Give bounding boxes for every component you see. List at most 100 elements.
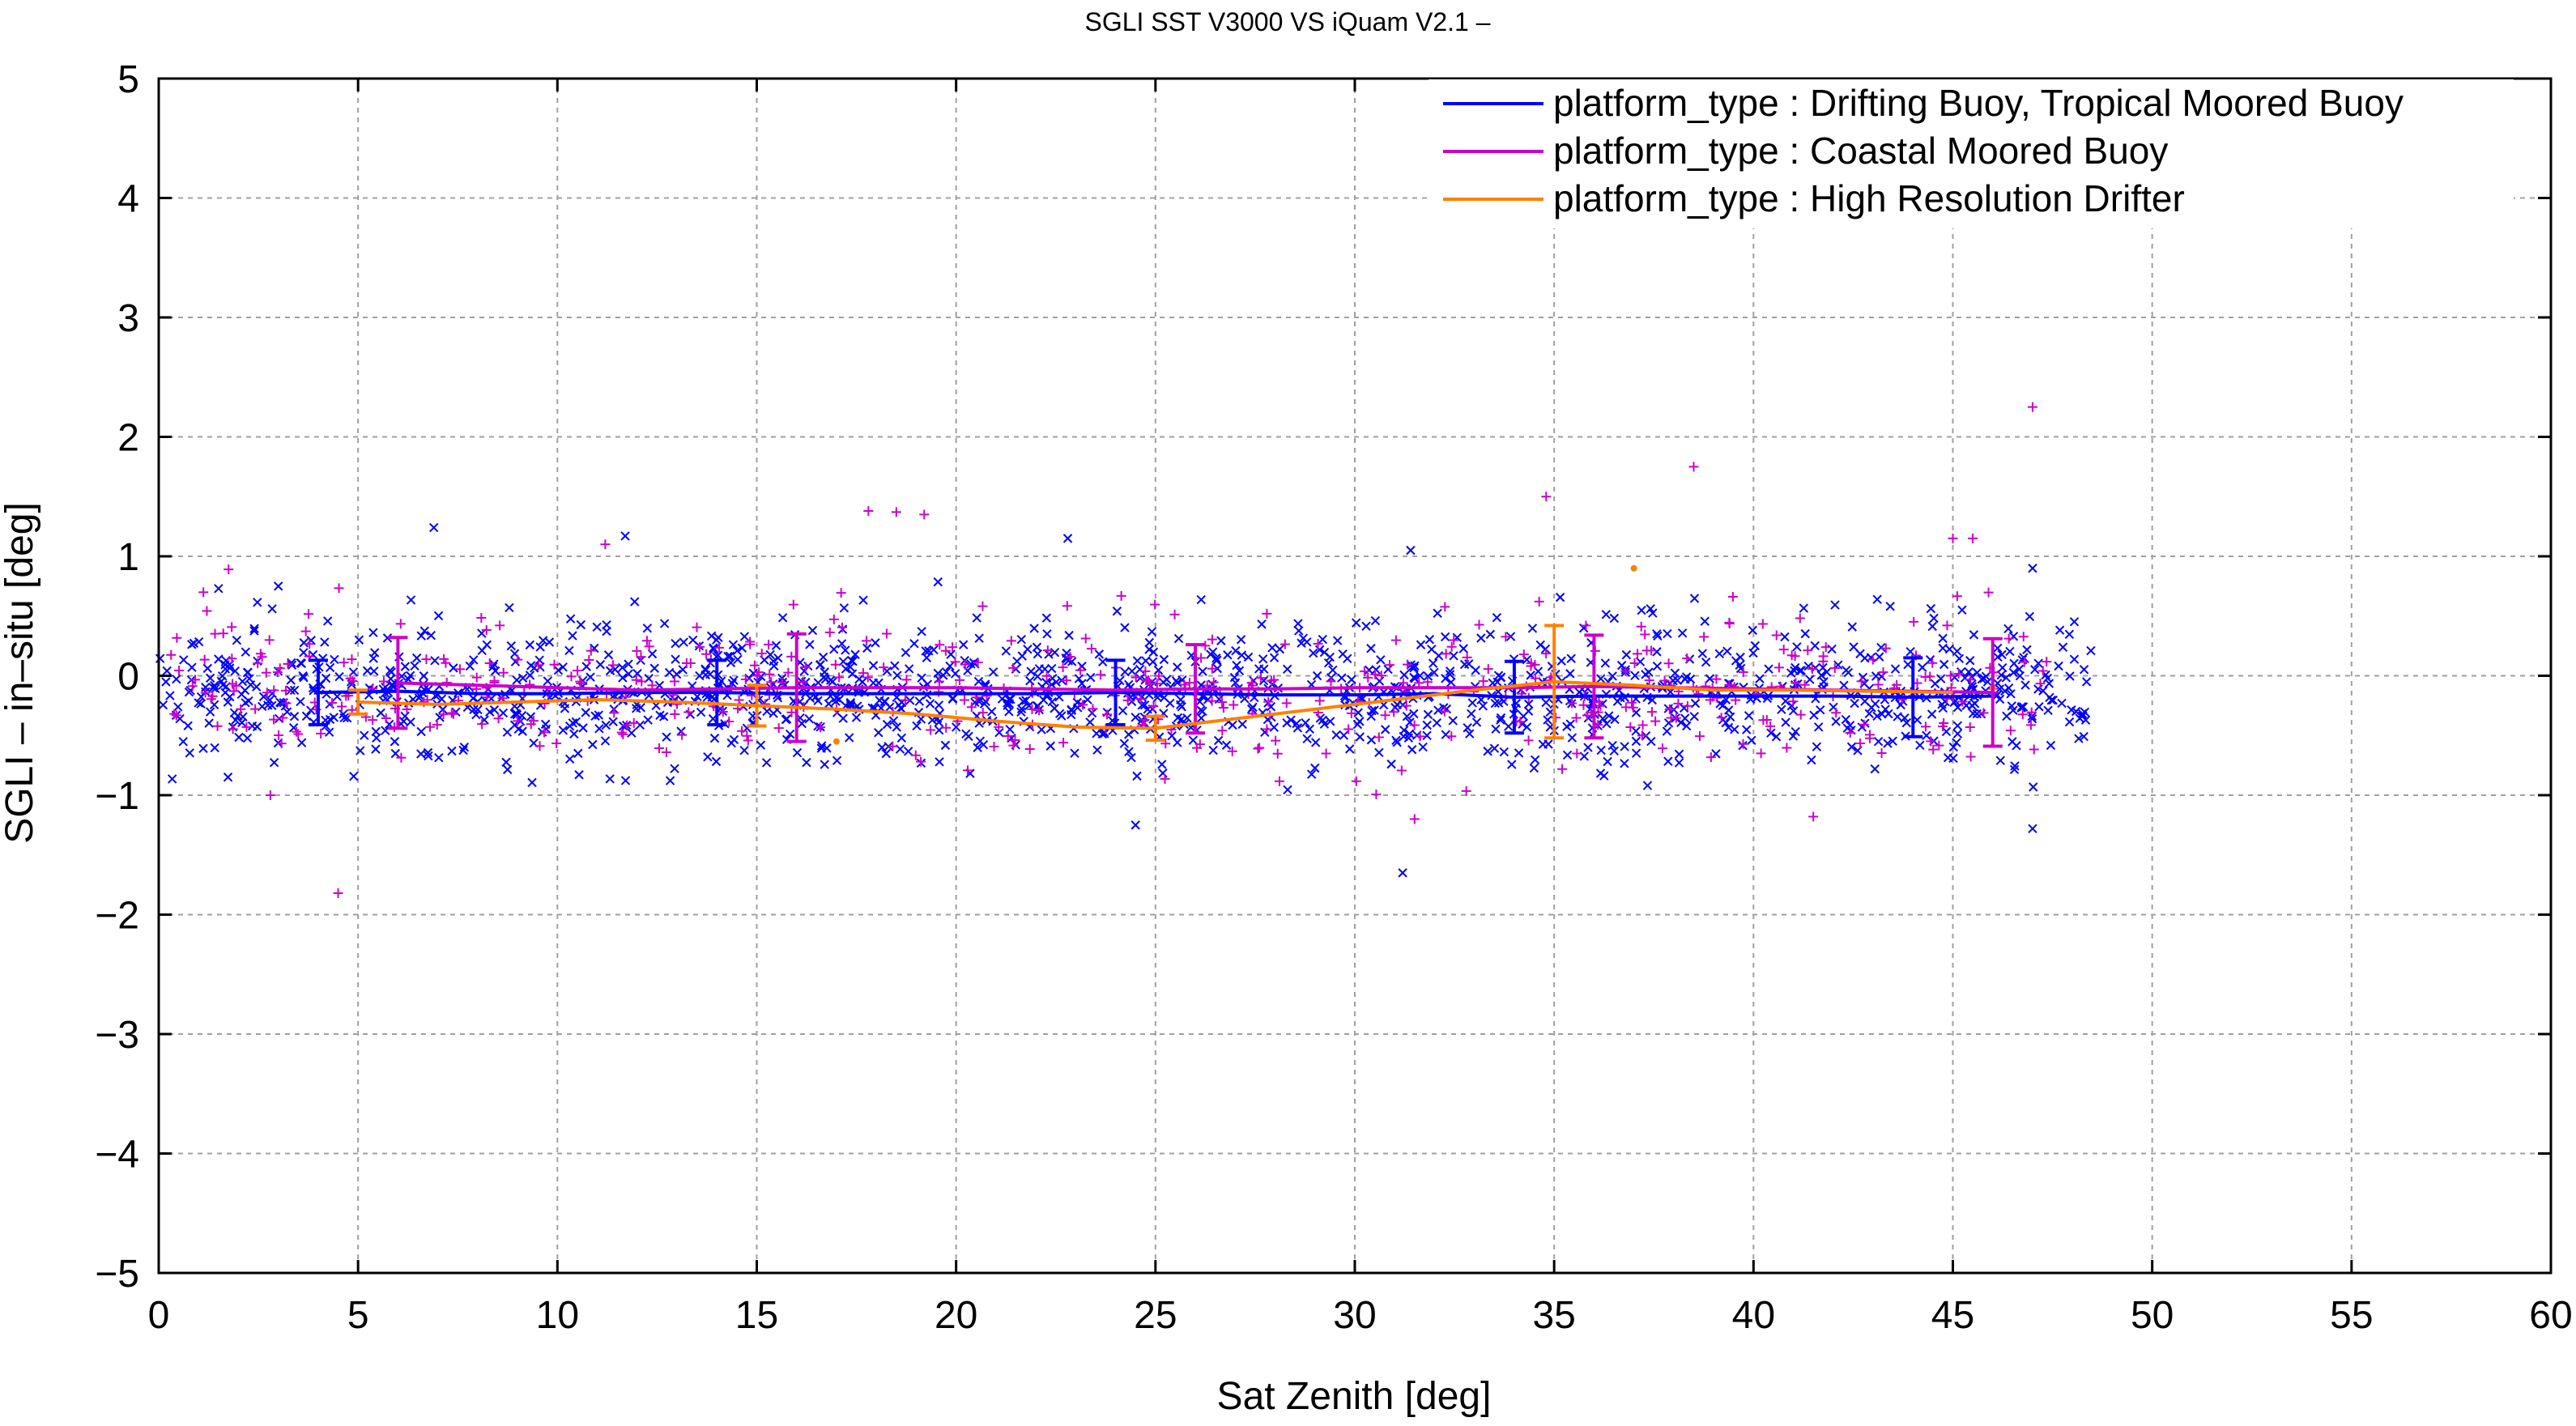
data-point <box>1492 612 1502 623</box>
data-point <box>1391 735 1401 746</box>
data-point <box>1761 714 1772 725</box>
data-point <box>837 639 847 649</box>
data-point <box>1476 633 1486 643</box>
data-point <box>1900 713 1910 723</box>
data-point <box>241 722 252 732</box>
data-point <box>1926 736 1936 747</box>
data-point <box>1952 591 1962 602</box>
data-point <box>439 653 449 664</box>
data-point <box>1367 705 1377 716</box>
data-point <box>1080 633 1091 644</box>
data-point <box>1855 738 1866 748</box>
data-point <box>187 681 198 692</box>
data-point <box>1952 738 1961 747</box>
x-tick-label: 55 <box>2330 1294 2373 1337</box>
data-point <box>1764 664 1773 674</box>
data-point <box>677 730 688 740</box>
data-point <box>1928 744 1939 755</box>
data-point <box>1795 666 1805 676</box>
data-point <box>1042 629 1052 639</box>
data-point <box>1306 769 1317 779</box>
data-point <box>354 635 364 645</box>
data-point <box>910 750 921 760</box>
legend-background <box>1429 79 2514 228</box>
data-point <box>1119 739 1130 748</box>
data-point <box>1993 643 2003 653</box>
data-point <box>868 661 879 670</box>
data-point <box>934 700 944 710</box>
data-point <box>485 707 495 717</box>
data-point <box>1173 738 1182 747</box>
data-point <box>959 640 969 649</box>
x-tick-label: 45 <box>1931 1294 1974 1337</box>
data-point <box>901 648 911 658</box>
data-point <box>781 714 791 725</box>
data-point <box>1467 698 1477 708</box>
data-point <box>600 736 611 746</box>
error-bar <box>1584 633 1604 740</box>
data-point <box>1096 670 1106 680</box>
data-point <box>416 726 426 737</box>
data-point <box>1599 771 1609 781</box>
y-tick-label: 4 <box>117 178 139 221</box>
data-point <box>498 667 509 678</box>
data-point <box>1088 704 1098 714</box>
data-point <box>247 721 258 731</box>
data-point <box>1269 722 1279 732</box>
data-point <box>1045 741 1055 751</box>
data-point <box>1818 651 1829 662</box>
data-point <box>1723 705 1734 715</box>
data-point <box>1148 701 1159 712</box>
data-point <box>2000 686 2010 696</box>
data-point <box>773 653 783 663</box>
data-point <box>1810 641 1820 651</box>
data-point <box>419 671 429 681</box>
data-point <box>371 744 381 754</box>
data-point <box>1314 645 1325 655</box>
data-point <box>2080 707 2090 717</box>
data-point <box>1346 708 1356 718</box>
data-point <box>1422 730 1432 741</box>
data-point <box>921 646 930 656</box>
data-point <box>1381 725 1390 734</box>
data-point <box>2010 761 2020 771</box>
data-point <box>1145 679 1156 689</box>
data-point <box>1001 646 1011 656</box>
data-point <box>1262 724 1272 734</box>
data-point <box>1876 748 1887 759</box>
data-point <box>1191 743 1202 753</box>
data-point <box>2054 661 2063 671</box>
data-point <box>1160 739 1171 749</box>
data-point <box>250 704 261 714</box>
data-point <box>402 704 412 714</box>
data-point <box>1255 673 1266 683</box>
data-point <box>950 657 960 667</box>
data-point <box>2042 657 2052 667</box>
data-point <box>940 740 951 751</box>
data-point <box>2065 671 2075 681</box>
data-point <box>469 704 479 714</box>
data-point <box>1021 696 1031 705</box>
data-point <box>802 757 811 768</box>
data-point <box>1366 735 1377 745</box>
y-tick-label: −4 <box>95 1134 139 1177</box>
data-point <box>1446 731 1457 742</box>
data-point <box>2027 402 2037 412</box>
data-point <box>676 726 686 736</box>
data-point <box>223 697 233 707</box>
data-point <box>1003 698 1012 708</box>
data-point <box>280 685 291 696</box>
data-point <box>1427 645 1437 654</box>
data-point <box>1948 533 1958 543</box>
data-point <box>1867 703 1876 713</box>
data-point <box>481 625 492 636</box>
data-point <box>369 648 380 658</box>
data-point <box>1771 732 1782 742</box>
data-point <box>564 645 574 656</box>
data-point <box>287 660 297 670</box>
data-point <box>1418 742 1428 752</box>
error-bar <box>1982 636 2003 748</box>
x-tick-label: 50 <box>2131 1294 2174 1337</box>
data-point <box>733 654 743 665</box>
data-point <box>1682 700 1692 711</box>
